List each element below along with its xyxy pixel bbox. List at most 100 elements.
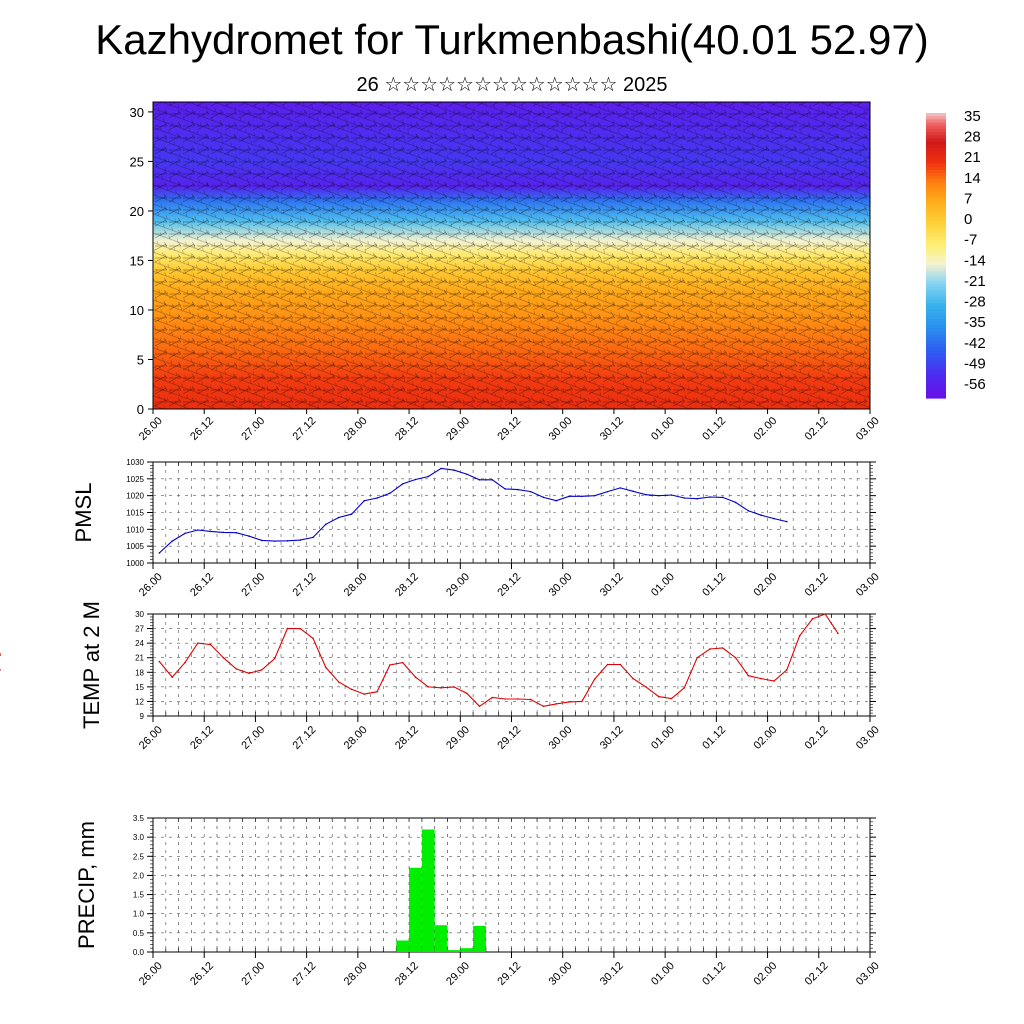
chart-title: Kazhydromet for Turkmenbashi(40.01 52.97… xyxy=(95,16,929,63)
x-tick-label: 28.12 xyxy=(393,724,421,752)
y-tick-label: 10 xyxy=(130,303,144,318)
x-tick-label: 28.12 xyxy=(393,571,421,599)
data-point xyxy=(222,531,225,534)
colorbar-band xyxy=(926,290,946,295)
y-tick-label: 21 xyxy=(135,654,144,663)
x-tick-label: 01.12 xyxy=(700,724,728,752)
colorbar-band xyxy=(926,258,946,263)
x-tick-label: 27.00 xyxy=(239,415,267,443)
data-point xyxy=(811,618,814,620)
colorbar-band xyxy=(926,132,946,136)
colorbar-band xyxy=(926,274,946,279)
data-point xyxy=(414,478,417,481)
colorbar-band xyxy=(926,170,946,174)
chart-subtitle: 26 ☆☆☆☆☆☆☆☆☆☆☆☆☆ 2025 xyxy=(356,74,668,96)
data-point xyxy=(427,686,430,688)
data-point xyxy=(824,613,826,615)
data-point xyxy=(568,701,570,703)
y-tick-label: 1015 xyxy=(126,509,144,518)
colorbar-band xyxy=(926,394,946,399)
colorbar-band xyxy=(926,227,946,231)
colorbar-band xyxy=(926,242,946,247)
colorbar-band xyxy=(926,293,946,298)
data-point xyxy=(734,501,737,504)
data-point xyxy=(517,488,519,491)
colorbar-band xyxy=(926,261,946,266)
data-point xyxy=(632,677,634,680)
data-point xyxy=(734,656,737,659)
y-tick-label: 12 xyxy=(135,697,144,706)
data-point xyxy=(747,510,750,512)
colorbar-band xyxy=(926,151,946,155)
colorbar-label: 28 xyxy=(964,129,981,146)
colorbar-band xyxy=(926,173,946,177)
colorbar-band xyxy=(926,356,946,361)
x-tick-label: 26.00 xyxy=(137,415,165,443)
y-tick-label: 20 xyxy=(130,204,144,219)
colorbar-band xyxy=(926,125,946,130)
data-point xyxy=(465,473,468,475)
colorbar-band xyxy=(926,366,946,371)
x-tick-label: 02.12 xyxy=(803,415,831,443)
data-point xyxy=(222,656,225,659)
colorbar-band xyxy=(926,312,946,317)
data-point xyxy=(453,686,455,688)
x-tick-label: 01.00 xyxy=(649,571,677,599)
y-tick-label: 27 xyxy=(135,625,144,634)
data-point xyxy=(760,677,762,680)
x-tick-label: 03.00 xyxy=(854,960,882,988)
data-point xyxy=(235,531,238,534)
data-point xyxy=(785,520,788,523)
y-tick-label: 1010 xyxy=(126,525,144,534)
precip-bar xyxy=(396,940,410,952)
x-tick-label: 03.00 xyxy=(854,415,882,443)
y-tick-label: 2.0 xyxy=(133,871,145,880)
precip-bar xyxy=(447,950,461,952)
data-point xyxy=(184,532,186,535)
data-point xyxy=(632,490,634,493)
data-point xyxy=(401,483,404,485)
x-tick-label: 26.12 xyxy=(188,960,216,988)
data-point xyxy=(184,661,186,664)
colorbar-band xyxy=(926,277,946,282)
data-point xyxy=(376,497,378,499)
x-tick-label: 27.12 xyxy=(291,415,319,443)
colorbar-band xyxy=(926,255,946,260)
x-tick-label: 29.00 xyxy=(444,724,472,752)
x-tick-label: 02.12 xyxy=(803,960,831,988)
x-tick-label: 29.12 xyxy=(495,415,523,443)
colorbar-band xyxy=(926,144,946,149)
colorbar-band xyxy=(926,287,946,291)
data-point xyxy=(158,552,161,554)
colorbar-label: 35 xyxy=(964,108,981,125)
colorbar-band xyxy=(926,385,946,390)
colorbar-band xyxy=(926,214,946,219)
y-tick-label: 5 xyxy=(137,352,144,367)
colorbar-band xyxy=(926,166,946,171)
x-tick-label: 02.12 xyxy=(803,724,831,752)
colorbar-band xyxy=(926,116,946,120)
colorbar-band xyxy=(926,179,946,184)
data-point xyxy=(337,516,340,519)
y-tick-label: 30 xyxy=(130,105,144,120)
x-tick-label: 01.12 xyxy=(700,960,728,988)
y-tick-label: 9 xyxy=(140,712,145,721)
colorbar-band xyxy=(926,331,946,336)
colorbar-band xyxy=(926,119,946,124)
x-tick-label: 26.12 xyxy=(188,415,216,443)
x-tick-label: 30.12 xyxy=(598,571,626,599)
data-point xyxy=(798,635,801,637)
data-point xyxy=(619,663,622,666)
colorbar-band xyxy=(926,382,946,386)
x-tick-label: 27.00 xyxy=(239,571,267,599)
x-tick-label: 01.12 xyxy=(700,415,728,443)
data-point xyxy=(581,700,583,703)
x-tick-label: 27.12 xyxy=(291,960,319,988)
colorbar-band xyxy=(926,375,946,380)
x-tick-label: 02.00 xyxy=(751,724,779,752)
colorbar-band xyxy=(926,369,946,374)
x-tick-label: 26.00 xyxy=(137,571,165,599)
data-point xyxy=(363,499,366,502)
x-tick-label: 29.00 xyxy=(444,415,472,443)
